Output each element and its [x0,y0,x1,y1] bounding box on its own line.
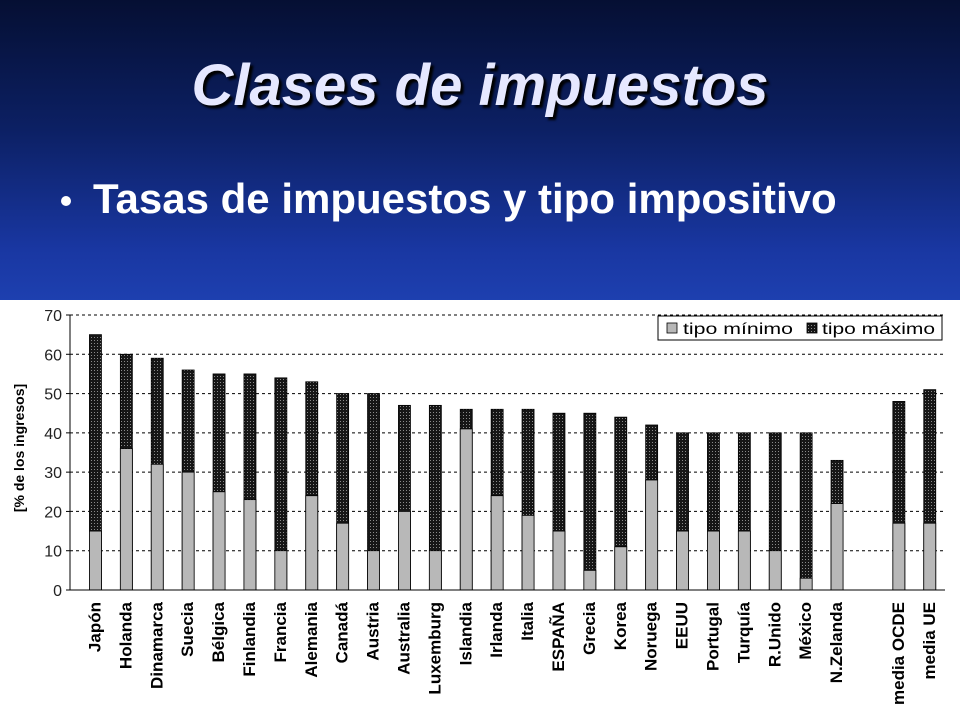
y-tick-label: 70 [44,308,62,325]
bar-tipo-maximo [583,412,597,591]
x-category-label: Turquía [734,601,753,663]
x-category-label: Italia [518,601,537,640]
x-category-label: Finlandia [240,601,259,676]
x-category-label: México [796,602,815,660]
bar-tipo-minimo [212,491,226,591]
bar-tipo-minimo [768,550,782,591]
x-category-label: Suecia [178,601,197,656]
x-category-label: Luxemburg [425,602,444,695]
legend-swatch-tipo-minimo [666,322,678,334]
tax-rate-chart: 0 10 20 30 40 50 60 70 Japón Holanda Dinamarca Sue… [0,300,960,720]
x-category-label: Japón [85,602,104,652]
bar-tipo-minimo [830,503,844,591]
y-tick-label: 40 [44,426,62,443]
slide-title: Clases de impuestos [191,53,769,118]
x-category-label: R.Unido [765,602,784,667]
bar-tipo-minimo [521,514,535,591]
bar-tipo-minimo [490,495,504,591]
bullet-text: Tasas de impuestos y tipo impositivo [93,175,837,222]
y-tick-label: 20 [44,504,62,521]
legend-label-tipo-minimo: tipo mínimo [683,321,793,338]
bar-tipo-minimo [923,522,937,591]
bar-tipo-minimo [305,495,319,591]
bar-tipo-minimo [645,479,659,591]
bar-tipo-minimo [274,550,288,591]
y-axis-title: [% de los ingresos] [11,384,27,512]
x-category-label: Dinamarca [147,601,166,688]
x-axis-labels: Japón Holanda Dinamarca Suecia Bélgica Finlan… [85,601,938,705]
bar-tipo-minimo [119,448,133,591]
bar-tipo-minimo [737,530,751,591]
x-category-label: Bélgica [209,601,228,662]
bar-tipo-minimo [892,522,906,591]
x-category-label: Korea [611,601,630,650]
x-category-label: Canadá [333,601,352,663]
x-category-label: Noruega [642,601,661,671]
x-category-label: EEUU [673,602,692,649]
bar-tipo-minimo [336,522,350,591]
bar-tipo-minimo [398,511,411,591]
bar-tipo-minimo [150,463,164,591]
x-category-label: Grecia [580,601,599,654]
gridlines [70,314,945,552]
y-tick-label: 60 [44,347,62,364]
bar-tipo-minimo [614,546,628,591]
y-tick-label: 50 [44,387,62,404]
x-category-label: Holanda [116,601,135,669]
y-tick-label: 0 [53,583,62,600]
y-axis: 0 10 20 30 40 50 60 70 [44,308,71,600]
legend-swatch-tipo-maximo [806,322,818,334]
bar-tipo-minimo [89,530,102,591]
x-category-label: N.Zelanda [827,601,846,683]
bar-tipo-minimo [707,530,720,591]
bar-tipo-minimo [552,530,566,591]
x-category-label: Irlanda [487,601,506,657]
x-category-label: Islandia [456,601,475,665]
bar-tipo-minimo [676,530,689,591]
legend-box [657,315,943,341]
bar-tipo-minimo [459,428,473,591]
x-category-label: Francia [271,601,290,662]
x-category-label: media UE [920,602,939,679]
bar-tipo-minimo [583,569,597,591]
legend-label-tipo-maximo: tipo máximo [822,321,935,338]
bullet-icon [61,196,71,206]
bar-tipo-minimo [367,550,380,591]
bar-tipo-minimo [799,577,813,591]
y-tick-label: 10 [44,544,62,561]
chart-canvas: 0 10 20 30 40 50 60 70 Japón Holanda Dinamarca Sue… [11,308,945,705]
x-category-label: ESPAÑA [548,602,568,672]
x-category-label: media OCDE [889,602,908,705]
y-tick-label: 30 [44,465,62,482]
bar-tipo-maximo [799,432,813,591]
x-category-label: Austria [364,601,383,660]
bar-tipo-minimo [428,550,442,591]
bars [89,334,937,591]
x-category-label: Portugal [703,602,722,671]
bar-tipo-minimo [181,471,195,591]
bar-tipo-minimo [243,499,257,591]
x-category-label: Alemania [302,601,321,677]
legend: tipo mínimo tipo máximo [657,315,943,341]
x-category-label: Australia [394,601,413,674]
